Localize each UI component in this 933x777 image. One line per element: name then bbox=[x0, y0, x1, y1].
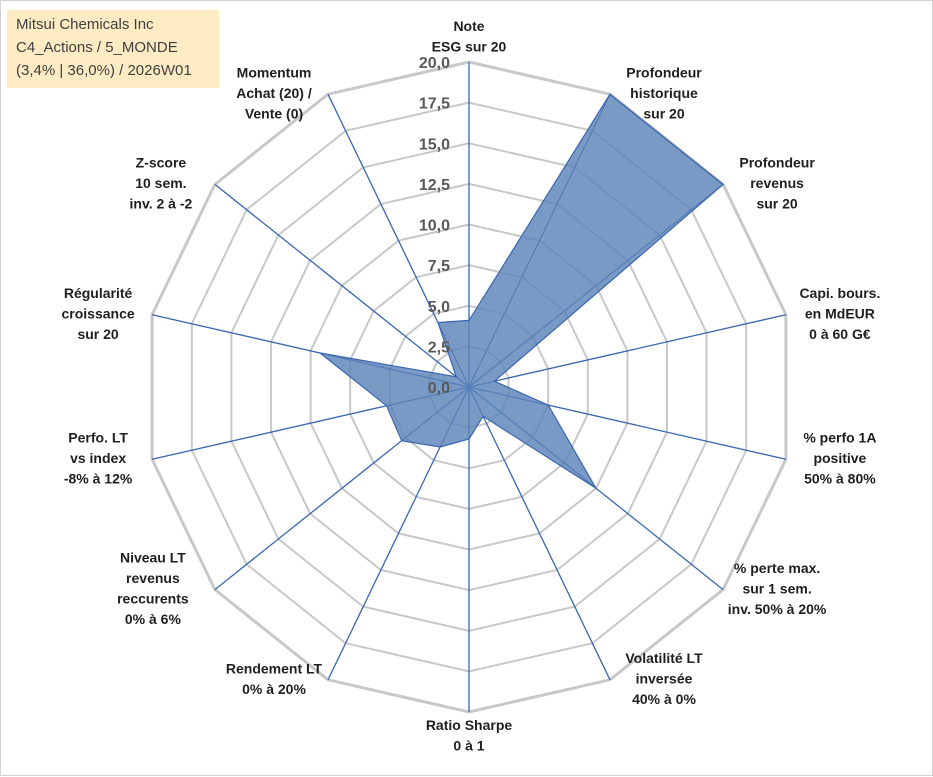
axis-label-5-line-1: sur 1 sem. bbox=[742, 580, 811, 596]
data-series-area bbox=[320, 94, 723, 488]
axis-label-1: Profondeur historique sur 20 bbox=[626, 64, 702, 121]
axis-label-7: Ratio Sharpe 0 à 1 bbox=[426, 717, 513, 754]
axis-label-1-line-1: historique bbox=[630, 85, 698, 101]
axis-label-2-line-1: revenus bbox=[750, 175, 804, 191]
axis-label-12-line-2: inv. 2 à -2 bbox=[130, 196, 193, 212]
axis-label-12-line-0: Z-score bbox=[136, 155, 187, 171]
axis-label-8-line-0: Rendement LT bbox=[226, 660, 323, 676]
axis-label-10: Perfo. LT vs index -8% à 12% bbox=[64, 430, 133, 487]
axis-label-3-line-0: Capi. bours. bbox=[799, 285, 880, 301]
portfolio-name: C4_Actions / 5_MONDE bbox=[16, 36, 219, 59]
info-box: Mitsui Chemicals Inc C4_Actions / 5_MOND… bbox=[7, 10, 219, 88]
axis-label-7-line-1: 0 à 1 bbox=[453, 738, 484, 754]
company-name: Mitsui Chemicals Inc bbox=[16, 13, 219, 36]
axis-label-13: Momentum Achat (20) / Vente (0) bbox=[236, 64, 312, 121]
axis-label-13-line-1: Achat (20) / bbox=[236, 85, 312, 101]
axis-label-10-line-1: vs index bbox=[70, 450, 126, 466]
axis-label-2-line-0: Profondeur bbox=[739, 155, 815, 171]
axis-label-9-line-2: reccurents bbox=[117, 591, 189, 607]
axis-label-11-line-1: croissance bbox=[62, 305, 135, 321]
axis-label-12: Z-score 10 sem. inv. 2 à -2 bbox=[130, 155, 193, 212]
tick-label-3: 7,5 bbox=[428, 258, 450, 275]
axis-label-4-line-0: % perfo 1A bbox=[803, 430, 876, 446]
axis-label-13-line-0: Momentum bbox=[237, 64, 312, 80]
axis-label-10-line-0: Perfo. LT bbox=[68, 430, 128, 446]
tick-label-4: 10,0 bbox=[419, 218, 450, 235]
axis-label-6-line-2: 40% à 0% bbox=[632, 691, 696, 707]
axis-label-5: % perte max. sur 1 sem. inv. 50% à 20% bbox=[728, 560, 827, 617]
tick-label-8: 20,0 bbox=[419, 55, 450, 72]
axis-label-4-line-1: positive bbox=[813, 450, 866, 466]
axis-label-7-line-0: Ratio Sharpe bbox=[426, 717, 513, 733]
axis-label-9-line-0: Niveau LT bbox=[120, 550, 186, 566]
axis-label-12-line-1: 10 sem. bbox=[135, 175, 186, 191]
axis-label-0: Note ESG sur 20 bbox=[432, 18, 507, 55]
axis-label-2-line-2: sur 20 bbox=[756, 196, 797, 212]
axis-label-6-line-0: Volatilité LT bbox=[625, 650, 703, 666]
period-info: (3,4% | 36,0%) / 2026W01 bbox=[16, 59, 219, 82]
axis-label-9-line-1: revenus bbox=[126, 570, 180, 586]
axis-label-2: Profondeur revenus sur 20 bbox=[739, 155, 815, 212]
axis-label-4-line-2: 50% à 80% bbox=[804, 471, 876, 487]
tick-label-2: 5,0 bbox=[428, 299, 450, 316]
axis-label-9: Niveau LT revenus reccurents 0% à 6% bbox=[117, 550, 189, 628]
axis-label-1-line-0: Profondeur bbox=[626, 64, 702, 80]
tick-label-5: 12,5 bbox=[419, 177, 450, 194]
axis-label-10-line-2: -8% à 12% bbox=[64, 471, 133, 487]
tick-label-6: 15,0 bbox=[419, 136, 450, 153]
axis-label-4: % perfo 1A positive 50% à 80% bbox=[803, 430, 876, 487]
axis-label-1-line-2: sur 20 bbox=[643, 105, 684, 121]
axis-label-0-line-0: Note bbox=[453, 18, 484, 34]
axis-label-11: Régularité croissance sur 20 bbox=[62, 285, 135, 342]
axis-label-3-line-2: 0 à 60 G€ bbox=[809, 326, 871, 342]
tick-label-7: 17,5 bbox=[419, 96, 450, 113]
axis-label-0-line-1: ESG sur 20 bbox=[432, 39, 507, 55]
axis-label-11-line-2: sur 20 bbox=[77, 326, 118, 342]
axis-label-5-line-0: % perte max. bbox=[734, 560, 820, 576]
axis-label-3-line-1: en MdEUR bbox=[805, 305, 875, 321]
tick-label-0: 0,0 bbox=[428, 380, 450, 397]
tick-label-1: 2,5 bbox=[428, 339, 450, 356]
axis-label-3: Capi. bours. en MdEUR 0 à 60 G€ bbox=[799, 285, 880, 342]
axis-label-11-line-0: Régularité bbox=[64, 285, 133, 301]
axis-label-5-line-2: inv. 50% à 20% bbox=[728, 601, 827, 617]
axis-label-6-line-1: inversée bbox=[636, 671, 693, 687]
axis-label-6: Volatilité LT inversée 40% à 0% bbox=[625, 650, 703, 707]
axis-label-9-line-3: 0% à 6% bbox=[125, 611, 182, 627]
axis-label-8-line-1: 0% à 20% bbox=[242, 681, 306, 697]
axis-label-8: Rendement LT 0% à 20% bbox=[226, 660, 323, 697]
axis-label-13-line-2: Vente (0) bbox=[245, 105, 303, 121]
